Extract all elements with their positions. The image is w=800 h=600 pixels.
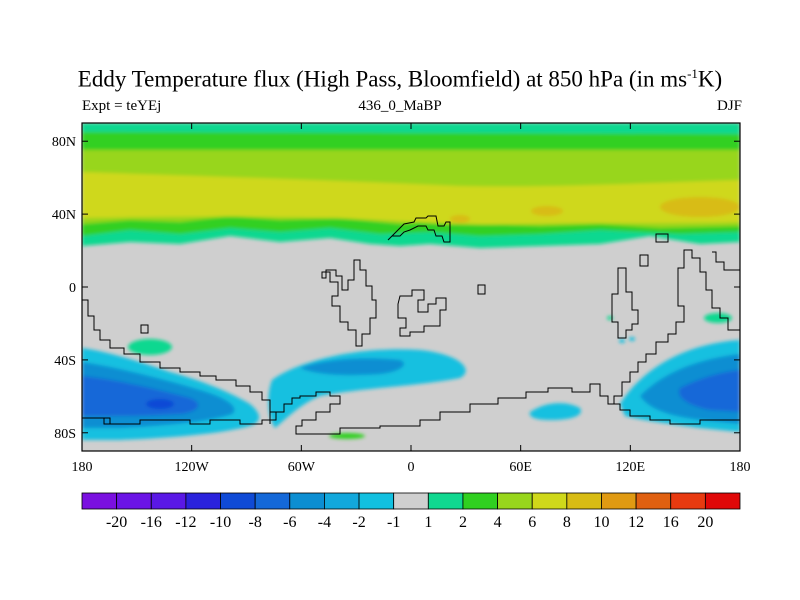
colorbar-label: 8 — [563, 514, 571, 531]
x-tick-label: 120E — [616, 460, 646, 475]
colorbar-swatch — [670, 492, 706, 510]
colorbar-swatch — [635, 492, 672, 510]
patch-indonesia-c — [629, 337, 635, 341]
colorbar-swatch — [324, 492, 360, 510]
x-tick-label: 180 — [72, 460, 93, 475]
coast-indonesia — [611, 267, 639, 339]
map-area — [82, 123, 740, 451]
colorbar-swatch — [462, 492, 498, 510]
nh-max-asia — [531, 206, 563, 216]
sh-contour-neg1-indian — [529, 403, 581, 420]
x-tick-label: 60E — [509, 460, 532, 475]
colorbar-swatch — [81, 492, 118, 510]
coast-east-coast — [712, 251, 740, 271]
colorbar-swatch — [393, 492, 429, 510]
colorbar-label: -12 — [175, 514, 196, 531]
colorbar-label: 20 — [697, 514, 713, 531]
colorbar-swatch — [289, 492, 325, 510]
colorbar-swatch — [150, 492, 187, 510]
x-tick-label: 120W — [175, 460, 210, 475]
sh-contour-neg2-atlantic — [300, 358, 404, 376]
y-tick-label: 80S — [54, 427, 76, 442]
coast-island — [477, 284, 486, 295]
colorbar-label: 6 — [528, 514, 536, 531]
coast-north-east — [655, 233, 669, 243]
colorbar-label: 16 — [663, 514, 679, 531]
title-superscript: -1 — [687, 66, 698, 81]
experiment-label: Expt = teYEj — [82, 98, 162, 114]
colorbar-swatch — [566, 492, 602, 510]
y-tick-label: 40N — [52, 208, 76, 223]
colorbar-label: 4 — [494, 514, 502, 531]
colorbar-label: 1 — [424, 514, 432, 531]
nh-contour-8 — [82, 172, 740, 225]
coast-small-isle — [639, 254, 649, 267]
season-label: DJF — [716, 98, 742, 114]
colorbar-label: -20 — [106, 514, 127, 531]
run-label: 436_0_MaBP — [358, 98, 442, 114]
colorbar-swatch — [704, 492, 741, 510]
colorbar-swatch — [220, 492, 256, 510]
coastlines — [82, 215, 740, 435]
isolated-patches — [128, 313, 732, 439]
sh-contour-neg4-australia — [679, 370, 740, 412]
sh-storm-track — [82, 340, 740, 440]
colorbar-swatch — [116, 492, 152, 510]
x-tick-label: 0 — [408, 460, 415, 475]
colorbar-label: -4 — [318, 514, 331, 531]
colorbar-swatch — [497, 492, 533, 510]
x-tick-label: 60W — [288, 460, 316, 475]
patch-south-pacific — [128, 339, 172, 355]
colorbar-swatch — [531, 492, 568, 510]
colorbar-swatch — [601, 492, 637, 510]
nh-max-pacific — [660, 197, 740, 217]
nh-max-atlantic — [450, 215, 470, 223]
patch-indonesia-b — [619, 339, 625, 343]
colorbar-swatch — [254, 492, 291, 510]
colorbar-swatch — [427, 492, 464, 510]
y-tick-label: 80N — [52, 135, 76, 150]
title-units: K) — [697, 66, 723, 92]
coast-south-america — [321, 259, 377, 347]
y-tick-label: 0 — [69, 281, 76, 296]
colorbar-label: -2 — [352, 514, 365, 531]
coast-north-continent — [387, 215, 451, 243]
colorbar: -20 -16 -12 -10 -8 -6 -4 -2 -1 1 2 4 6 8 10 12 16 20 — [81, 492, 741, 531]
colorbar-label: -16 — [141, 514, 162, 531]
nh-storm-track — [82, 123, 740, 248]
colorbar-label: 12 — [628, 514, 644, 531]
y-tick-label: 40S — [54, 354, 76, 369]
colorbar-label: -1 — [387, 514, 400, 531]
colorbar-swatch — [358, 492, 395, 510]
colorbar-label: 2 — [459, 514, 467, 531]
coast-africa — [397, 289, 447, 337]
colorbar-label: -10 — [210, 514, 231, 531]
coast-antarctica — [82, 383, 740, 435]
colorbar-swatch — [185, 492, 221, 510]
colorbar-label: -8 — [248, 514, 261, 531]
coast-island-atlantic — [140, 324, 149, 334]
x-tick-label: 180 — [730, 460, 751, 475]
plot-title: Eddy Temperature flux (High Pass, Bloomf… — [0, 66, 800, 93]
axis-layer: 180 120W 60W 0 60E 120E 180 80N 40N 0 40S 80S — [52, 123, 751, 475]
coast-west-continent — [82, 299, 277, 425]
patch-tasman — [704, 313, 732, 323]
sh-min-pacific — [146, 399, 174, 409]
colorbar-label: 10 — [593, 514, 609, 531]
title-text: Eddy Temperature flux (High Pass, Bloomf… — [77, 66, 688, 92]
colorbar-label: -6 — [283, 514, 296, 531]
coast-east-continent — [613, 249, 740, 405]
